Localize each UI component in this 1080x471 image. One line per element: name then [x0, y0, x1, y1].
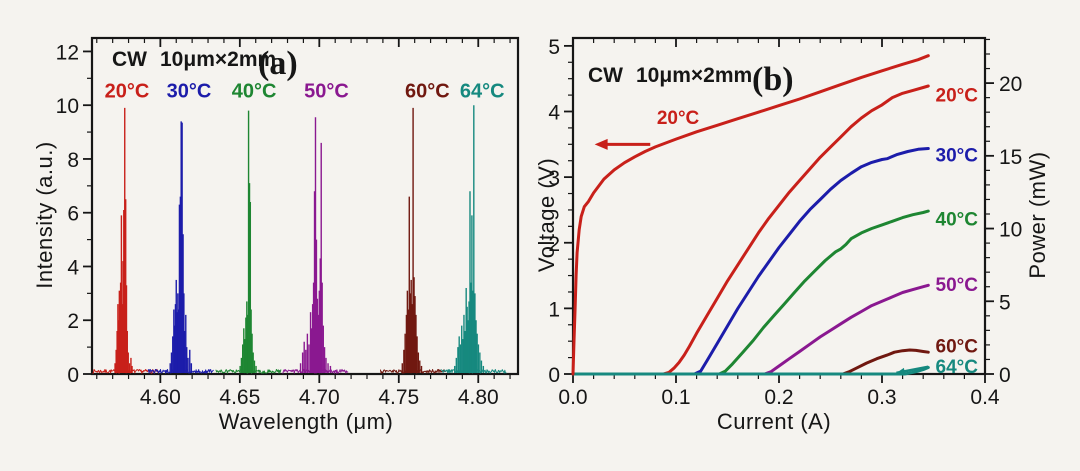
left-arrow-icon	[594, 138, 608, 150]
power-tick-label: 0	[999, 364, 1011, 387]
power-curve-20°C: 20°C	[571, 84, 979, 376]
curve-temperature-label: 40°C	[936, 209, 979, 230]
spectrum-64°C: 64°C	[440, 80, 507, 374]
voltage-tick-label: 5	[548, 36, 560, 59]
panel-tag: (b)	[752, 61, 794, 98]
pointer-arrowhead-icon	[896, 367, 906, 375]
b-right-y-axis-label: Power (mW)	[1025, 151, 1050, 279]
plot-frame	[90, 36, 520, 376]
axis-ticks: 4.60 4.65 4.70 4.75 4.80 0 2 4 6 8 10 12	[56, 38, 511, 409]
panel-b-plot: 0.0 0.1 0.2 0.3 0.40123450510152020°C30°C40°…	[548, 36, 1022, 409]
power-tick-label: 15	[999, 146, 1022, 169]
power-curve-50°C: 50°C	[571, 275, 979, 376]
curve	[571, 84, 930, 376]
b-left-y-axis-label: Voltage (V)	[534, 157, 559, 273]
curve-temperature-label: 64°C	[936, 357, 979, 378]
curve	[571, 366, 930, 376]
x-tick-label: 4.80	[458, 386, 499, 409]
b-x-axis-label: Current (A)	[716, 409, 832, 434]
voltage-curve-label: 20°C	[657, 108, 700, 129]
x-tick-label: 4.65	[219, 386, 260, 409]
a-x-axis-label: Wavelength (μm)	[218, 409, 394, 434]
title-device: 10μm×2mm	[160, 48, 276, 71]
curve	[571, 147, 930, 376]
temperature-label: 64°C	[460, 80, 505, 102]
power-tick-label: 10	[999, 219, 1022, 242]
temperature-label: 20°C	[105, 80, 150, 102]
y-tick-label: 10	[56, 95, 79, 118]
voltage-tick-label: 3	[548, 167, 560, 190]
curve	[571, 54, 930, 376]
voltage-tick-label: 2	[548, 233, 560, 256]
x-tick-label: 4.75	[378, 386, 419, 409]
title-mode: CW	[112, 48, 147, 71]
voltage-tick-label: 0	[548, 364, 560, 387]
x-tick-label: 0.0	[558, 386, 587, 409]
power-curve-40°C: 40°C	[571, 209, 979, 376]
spectrum-20°C: 20°C	[92, 80, 159, 374]
x-tick-label: 4.70	[299, 386, 340, 409]
panel-title: CW 10μm×2mm(a)	[112, 45, 298, 82]
power-tick-label: 20	[999, 73, 1022, 96]
curve	[571, 283, 930, 376]
voltage-tick-label: 1	[548, 298, 560, 321]
panel-a-plot: 4.60 4.65 4.70 4.75 4.80 0 2 4 6 8 10 12 20°C 30°C 40°…	[56, 36, 520, 409]
x-tick-label: 4.60	[140, 386, 181, 409]
y-tick-label: 4	[67, 256, 79, 279]
spectrum-60°C: 60°C	[380, 80, 450, 374]
y-tick-label: 12	[56, 41, 79, 64]
power-curve-64°C: 64°C	[571, 357, 979, 378]
y-tick-label: 2	[67, 310, 79, 333]
curve-temperature-label: 50°C	[936, 275, 979, 296]
temperature-label: 50°C	[304, 80, 349, 102]
temperature-label: 30°C	[167, 80, 212, 102]
power-curve-30°C: 30°C	[571, 145, 979, 376]
x-tick-label: 0.1	[661, 386, 690, 409]
panel-title: CW 10μm×2mm (b)	[588, 61, 794, 98]
x-tick-label: 0.2	[764, 386, 793, 409]
power-tick-label: 5	[999, 291, 1011, 314]
spectrum-30°C: 30°C	[147, 80, 214, 374]
x-tick-label: 0.4	[970, 386, 1000, 409]
y-tick-label: 6	[67, 203, 79, 226]
temperature-label: 60°C	[405, 80, 450, 102]
voltage-curve-20°C: 20°C	[571, 54, 930, 376]
x-tick-label: 0.3	[867, 386, 896, 409]
spectrum-50°C: 50°C	[282, 80, 349, 374]
spectrum-40°C: 40°C	[215, 80, 282, 374]
y-tick-label: 8	[67, 149, 79, 172]
curve	[571, 348, 930, 376]
curve-temperature-label: 20°C	[936, 86, 979, 107]
voltage-tick-label: 4	[548, 102, 560, 125]
power-curve-60°C: 60°C	[571, 337, 979, 376]
title-mode: CW	[588, 64, 623, 87]
curve-temperature-label: 30°C	[936, 145, 979, 166]
a-y-axis-label: Intensity (a.u.)	[32, 141, 57, 289]
title-device: 10μm×2mm	[636, 64, 752, 87]
curve-temperature-label: 60°C	[936, 337, 979, 358]
temperature-label: 40°C	[232, 80, 277, 102]
curve	[571, 209, 930, 376]
panel-tag: (a)	[258, 45, 298, 82]
y-tick-label: 0	[67, 364, 79, 387]
